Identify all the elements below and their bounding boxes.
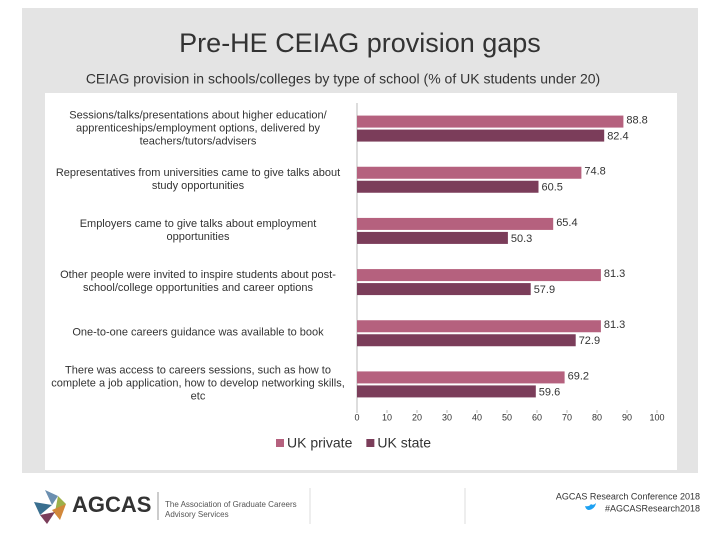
value-label: 57.9 <box>534 284 555 296</box>
plot-background <box>45 93 677 470</box>
legend-swatch <box>366 439 375 447</box>
bar <box>357 166 582 179</box>
conference-text: AGCAS Research Conference 2018 <box>556 491 700 501</box>
bar <box>357 269 601 282</box>
legend-swatch <box>276 439 284 447</box>
chart-subtitle: CEIAG provision in schools/colleges by t… <box>86 71 600 87</box>
value-label: 72.9 <box>579 335 600 347</box>
bar <box>357 334 576 347</box>
bar <box>357 283 531 296</box>
bar <box>357 385 536 398</box>
twitter-icon <box>585 503 596 510</box>
value-label: 81.3 <box>604 319 625 331</box>
x-tick-label: 30 <box>442 412 452 422</box>
bar <box>357 180 539 193</box>
category-label: Representatives from universities came t… <box>55 166 341 192</box>
bar <box>357 371 565 384</box>
value-label: 74.8 <box>584 166 605 178</box>
x-tick-label: 0 <box>354 412 359 422</box>
x-tick-label: 40 <box>472 412 482 422</box>
value-label: 59.6 <box>539 386 560 398</box>
value-label: 65.4 <box>556 217 577 229</box>
value-label: 50.3 <box>511 233 532 245</box>
bar <box>357 129 605 142</box>
x-tick-label: 100 <box>649 412 664 422</box>
logo-icon <box>34 490 66 524</box>
legend-label: UK private <box>287 435 353 451</box>
legend-label: UK state <box>377 435 431 451</box>
chart-title: Pre-HE CEIAG provision gaps <box>179 28 541 58</box>
x-tick-label: 90 <box>622 412 632 422</box>
organisation-text: The Association of Graduate Careers Advi… <box>165 500 297 519</box>
category-label: One-to-one careers guidance was availabl… <box>72 326 324 339</box>
x-tick-label: 20 <box>412 412 422 422</box>
value-label: 82.4 <box>607 130 628 142</box>
category-label: Sessions/talks/presentations about highe… <box>69 109 327 148</box>
x-tick-label: 50 <box>502 412 512 422</box>
bar <box>357 320 601 333</box>
bar <box>357 115 624 128</box>
x-tick-label: 80 <box>592 412 602 422</box>
category-label: Employers came to give talks about emplo… <box>79 217 317 243</box>
x-tick-label: 60 <box>532 412 542 422</box>
hashtag-text: #AGCASResearch2018 <box>605 503 700 513</box>
value-label: 88.8 <box>626 114 647 126</box>
x-tick-label: 70 <box>562 412 572 422</box>
value-label: 69.2 <box>568 370 589 382</box>
category-label: Other people were invited to inspire stu… <box>60 269 336 295</box>
category-label: There was access to careers sessions, su… <box>51 364 345 403</box>
logo-text: AGCAS <box>72 492 151 517</box>
bar <box>357 217 554 230</box>
value-label: 81.3 <box>604 268 625 280</box>
bar <box>357 231 508 244</box>
value-label: 60.5 <box>542 182 563 194</box>
x-tick-label: 10 <box>382 412 392 422</box>
